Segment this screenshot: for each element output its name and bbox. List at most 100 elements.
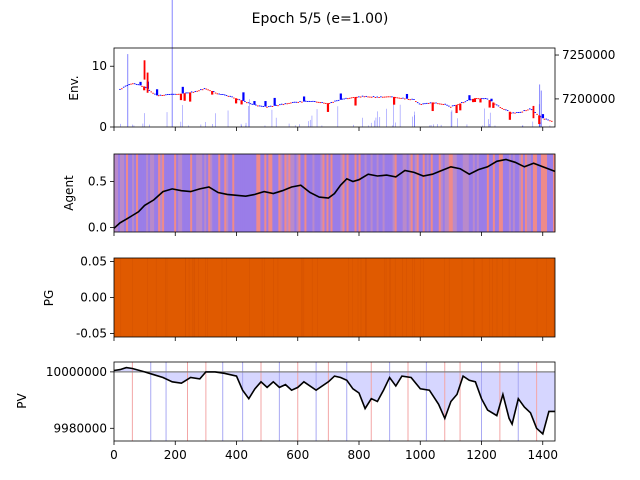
candle [448, 105, 450, 107]
candle [146, 72, 149, 93]
candle [148, 89, 151, 91]
candle [345, 97, 347, 99]
candle [302, 96, 306, 102]
action-stripe [396, 154, 400, 232]
candle [435, 102, 437, 104]
candle [367, 96, 369, 98]
action-stripe [550, 154, 554, 232]
action-stripe [450, 154, 454, 232]
candle [317, 101, 320, 103]
candle [266, 106, 268, 108]
action-stripe [420, 154, 424, 232]
action-stripe [328, 154, 331, 232]
y-tick-label: 0 [99, 120, 107, 134]
action-stripe [302, 154, 305, 232]
candle [479, 98, 482, 103]
x-axis-ticks: 0 200 400 600 800 1000 1200 1400 [110, 127, 558, 462]
candle [308, 100, 310, 102]
action-stripe [500, 154, 504, 232]
candle [288, 102, 290, 104]
action-stripe [368, 154, 371, 232]
candle [192, 91, 195, 93]
candle [492, 102, 495, 108]
candle [218, 93, 220, 95]
action-stripe [488, 154, 492, 232]
agent-ticks: 0.0 0.5 [88, 175, 114, 234]
action-stripe [198, 154, 201, 232]
candle [167, 94, 169, 96]
action-stripe [252, 154, 255, 232]
action-stripe [398, 154, 402, 232]
action-stripe [466, 154, 470, 232]
candle [523, 110, 525, 112]
candle [297, 101, 299, 103]
candle [438, 103, 441, 105]
pg-ylabel: PG [42, 290, 56, 307]
candle [325, 102, 327, 104]
candle [409, 99, 412, 101]
action-stripe [296, 154, 299, 232]
action-stripe [156, 154, 159, 232]
pv-panel: 10000000 9980000 PV [15, 361, 556, 442]
action-stripe [552, 154, 556, 232]
action-stripe [352, 154, 355, 232]
candle [521, 111, 524, 113]
candle [484, 98, 487, 99]
action-stripe [246, 154, 249, 232]
candle [143, 86, 146, 91]
candle [470, 99, 472, 101]
candle [262, 106, 265, 107]
candle [378, 97, 380, 98]
candle [431, 102, 434, 112]
candle [201, 89, 204, 91]
candle [451, 105, 454, 107]
candle [251, 103, 254, 105]
action-stripe [332, 154, 335, 232]
candle [141, 85, 143, 87]
candle [532, 105, 535, 119]
action-stripe [162, 154, 165, 232]
action-stripe [356, 154, 359, 232]
candle [246, 102, 248, 104]
action-stripe [452, 154, 456, 232]
action-stripe [406, 154, 410, 232]
candle [354, 96, 357, 106]
candle [396, 97, 399, 99]
candle [516, 112, 518, 113]
action-stripe [244, 154, 247, 232]
action-stripe [294, 154, 297, 232]
action-stripe [290, 154, 293, 232]
candle [376, 96, 378, 98]
action-stripe [522, 154, 526, 232]
pv-ylabel: PV [15, 392, 29, 408]
candle [284, 103, 287, 105]
candle [444, 103, 446, 105]
x-tick-label: 800 [348, 448, 371, 462]
candle [227, 95, 230, 97]
candle [369, 96, 371, 98]
candle [400, 97, 402, 99]
candle [212, 91, 215, 93]
candle [506, 110, 509, 112]
y-tick-label: 0.0 [88, 220, 107, 234]
action-stripe [498, 154, 502, 232]
candle [207, 89, 209, 91]
candle [440, 103, 443, 105]
action-stripe [116, 154, 119, 232]
action-stripe [180, 154, 183, 232]
candle [174, 93, 176, 95]
pv-trade-lines [131, 362, 538, 441]
candle [231, 96, 233, 98]
candle [358, 96, 360, 98]
action-stripe [230, 154, 233, 232]
action-stripe [196, 154, 199, 232]
candle [176, 93, 178, 95]
candle [393, 96, 396, 105]
action-stripe [516, 154, 520, 232]
action-stripe [454, 154, 458, 232]
candle [343, 98, 345, 100]
action-stripe [318, 154, 321, 232]
action-stripe [280, 154, 283, 232]
candle [144, 86, 147, 88]
candle [528, 108, 531, 110]
